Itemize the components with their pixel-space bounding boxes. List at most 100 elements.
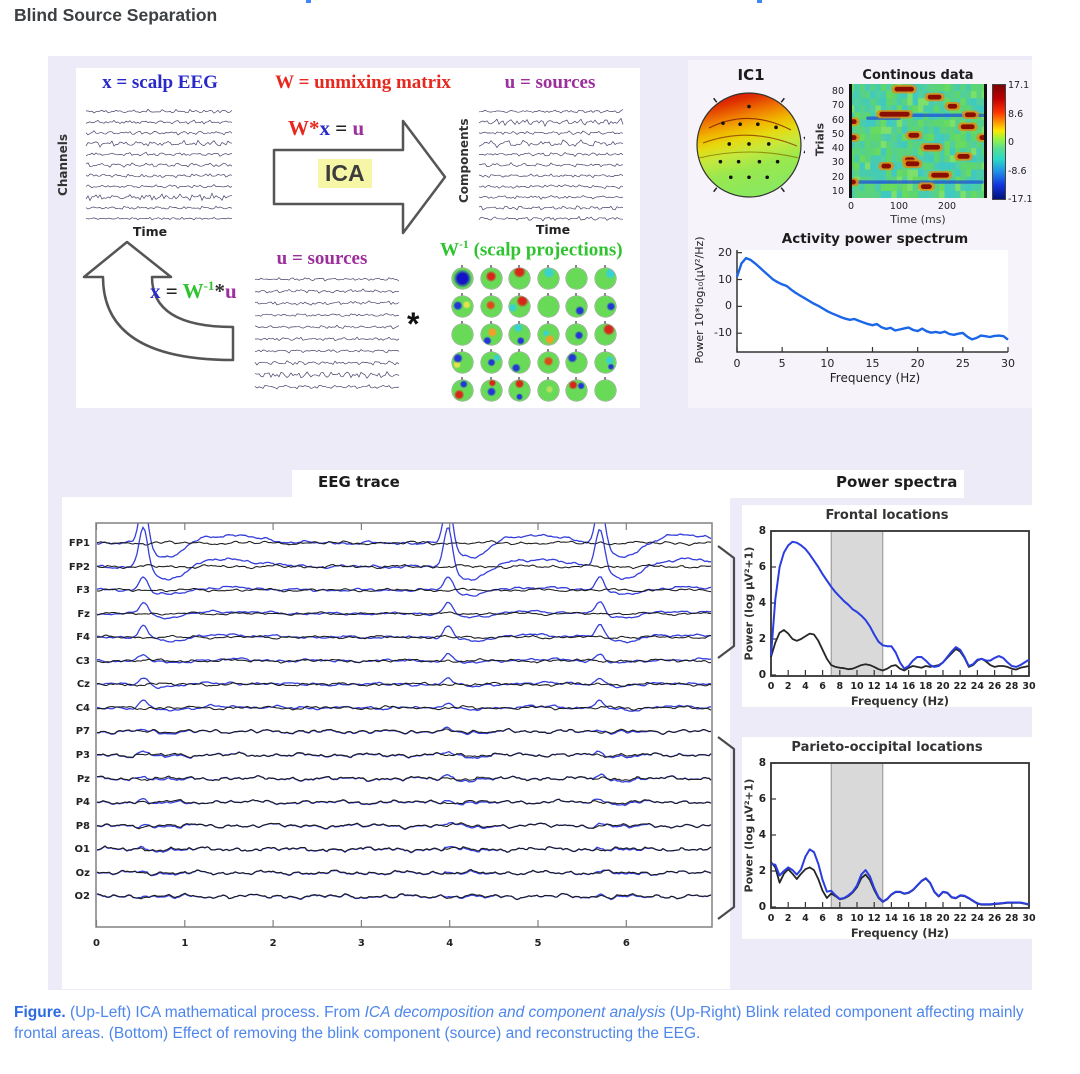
eeg-channel-label-FP2: FP2 <box>68 561 90 573</box>
power-spectra-header: Power spectra <box>836 473 958 491</box>
eeg-xtick-5: 5 <box>534 938 542 949</box>
spectrum-xtick-8: 8 <box>836 913 844 924</box>
heatmap-ytick-40: 40 <box>831 143 844 155</box>
scalp-projection-map-20 <box>480 352 502 373</box>
activity-ytick-10: 10 <box>718 272 732 286</box>
channels-axis-label: Channels <box>56 134 70 196</box>
spectrum-xtick-14: 14 <box>884 681 898 692</box>
caption-italic: ICA decomposition and component analysis <box>364 1004 666 1021</box>
spectrum-ytick-0: 0 <box>758 669 766 681</box>
ic1-scalp-map <box>696 92 805 198</box>
scalp-map-marker <box>489 321 492 324</box>
eq-u2: u <box>224 279 237 303</box>
activity-ytick-0: 0 <box>725 299 732 313</box>
scalp-map-marker <box>461 349 463 352</box>
activity-xtick-10: 10 <box>820 357 835 370</box>
heatmap-ytick-10: 10 <box>831 185 844 197</box>
heatmap-colorbar <box>992 84 1006 200</box>
sources-traces <box>253 272 402 394</box>
eeg-channel-label-Pz: Pz <box>76 773 90 785</box>
scalp-projection-map-27 <box>509 380 531 401</box>
heatmap-xtick-200: 200 <box>937 201 957 212</box>
scalp-map-marker <box>575 265 578 268</box>
spectrum-xtick-10: 10 <box>850 681 864 692</box>
activity-spectrum-plot <box>735 250 1009 353</box>
activity-spectrum-title: Activity power spectrum <box>781 231 969 247</box>
scalp-map-marker <box>461 265 463 268</box>
scalp-map-marker <box>489 377 492 380</box>
eeg-channel-label-FP1: FP1 <box>68 538 90 549</box>
equation-x-winv-u: x = W-1*u <box>150 278 237 304</box>
scalp-projection-map-26 <box>480 380 502 401</box>
scalp-projection-map-18 <box>595 324 616 345</box>
spectrum-ytick-6: 6 <box>758 793 766 805</box>
scalp-map-marker <box>604 349 606 352</box>
scalp-map-marker <box>575 377 578 380</box>
scalp-projection-map-11 <box>566 296 588 317</box>
scalp-map-marker <box>489 265 492 268</box>
heatmap-ytick-60: 60 <box>831 114 844 126</box>
spectrum-xtick-30: 30 <box>1022 681 1036 692</box>
spectrum-xtick-22: 22 <box>953 681 967 692</box>
scalp-projection-map-29 <box>566 380 588 401</box>
activity-xtick-20: 20 <box>910 357 925 370</box>
eq-x2: x <box>150 279 161 303</box>
scalp-map-marker <box>604 377 606 380</box>
scalp-map-marker <box>546 265 549 268</box>
scalp-projection-map-4 <box>537 268 559 289</box>
caption-part2: (Up-Right) Blink related component affec… <box>14 1004 1024 1042</box>
scalp-map-marker <box>461 321 463 324</box>
frontal-spectrum-title: Frontal locations <box>825 508 949 523</box>
eeg-channel-label-O1: O1 <box>74 844 90 856</box>
parieto-occipital-brace <box>717 736 736 920</box>
eeg-channel-label-P4: P4 <box>75 797 90 809</box>
eeg-trace-header: EEG trace <box>318 473 400 491</box>
spectrum-xtick-12: 12 <box>867 913 881 924</box>
eeg-xtick-0: 0 <box>93 938 100 949</box>
activity-xtick-30: 30 <box>1001 357 1015 370</box>
equation-unmixing-matrix: W = unmixing matrix <box>275 72 451 93</box>
activity-xtick-15: 15 <box>865 357 880 370</box>
time-axis-label-right: Time <box>535 222 571 237</box>
cropped-text-artifact <box>757 0 762 3</box>
eeg-channel-label-C3: C3 <box>75 655 90 667</box>
section-header-band <box>292 470 964 498</box>
spectrum-xtick-30: 30 <box>1022 913 1036 924</box>
spectrum-ytick-6: 6 <box>758 561 766 573</box>
spectrum-ytick-4: 4 <box>758 829 766 841</box>
scalp-eeg-traces <box>84 105 235 225</box>
spectrum-xtick-16: 16 <box>901 681 916 692</box>
spectrum-ytick-4: 4 <box>758 597 766 609</box>
activity-xtick-0: 0 <box>733 357 741 370</box>
spectrum-ytick-0: 0 <box>758 901 766 913</box>
eeg-channel-label-P8: P8 <box>75 820 90 832</box>
eq-star: * <box>214 279 225 303</box>
eeg-xtick-3: 3 <box>357 938 365 949</box>
scalp-projection-map-28 <box>537 380 559 401</box>
colorbar-tick-3: -8.6 <box>1008 165 1027 177</box>
caption-label: Figure. <box>14 1004 66 1021</box>
eeg-channel-label-Cz: Cz <box>76 679 90 691</box>
scalp-projection-map-17 <box>566 324 588 345</box>
trace-lines <box>85 108 233 221</box>
equation-sources-top: u = sources <box>504 72 596 93</box>
spectrum-xtick-28: 28 <box>1005 913 1019 924</box>
eeg-channel-label-Fz: Fz <box>77 608 90 620</box>
spectrum-xtick-4: 4 <box>802 681 809 692</box>
spectrum-xtick-2: 2 <box>784 681 792 692</box>
heatmap-xtick-100: 100 <box>889 201 909 212</box>
multiply-asterisk: * <box>407 306 420 342</box>
spectrum-xtick-28: 28 <box>1005 681 1019 692</box>
scalp-projection-map-16 <box>537 324 559 345</box>
spectrum-ytick-2: 2 <box>758 633 766 645</box>
channel-group-braces <box>717 545 736 920</box>
scalp-map-marker <box>489 293 492 296</box>
scalp-map-marker <box>604 321 606 324</box>
parieto-spectrum-plot <box>770 762 1030 909</box>
scalp-map-marker <box>461 377 463 380</box>
eq-u: u <box>352 116 365 140</box>
heatmap-plot <box>849 84 987 198</box>
equation-scalp-eeg: x = scalp EEG <box>102 72 218 93</box>
figure-caption: Figure. (Up-Left) ICA mathematical proce… <box>14 1002 1066 1044</box>
scalp-projection-map-6 <box>595 268 616 289</box>
